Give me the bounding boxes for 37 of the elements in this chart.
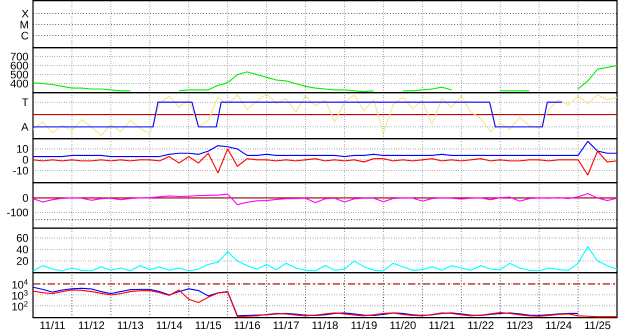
y-tick-label: 0: [22, 156, 28, 164]
x-tick-label: 11/25: [585, 321, 610, 330]
y-tick-label: 0: [22, 194, 28, 202]
y-tick-label: 60: [16, 234, 28, 242]
y-tick-label: 600: [10, 62, 28, 70]
x-tick-label: 11/17: [274, 321, 299, 330]
y-tick-label: 10$^{2}$: [12, 301, 28, 311]
text: T: [22, 98, 28, 106]
y-tick-label: -100: [7, 208, 28, 217]
x-tick-label: 11/23: [507, 321, 532, 330]
x-tick-label: 11/13: [118, 321, 144, 330]
text: M: [20, 21, 28, 29]
line-series: [33, 193, 617, 206]
x-tick-label: 11/15: [196, 321, 222, 330]
x-tick-label: 11/12: [78, 321, 104, 330]
text: X: [22, 10, 29, 18]
x-tick-label: 11/21: [429, 321, 455, 330]
y-tick-label: 500: [10, 70, 28, 79]
x-tick-label: 11/22: [468, 321, 494, 330]
x-tick-label: 11/18: [312, 321, 338, 330]
x-tick-label: 11/20: [390, 321, 416, 330]
y-tick-label: 10: [17, 145, 28, 153]
y-tick-label: -10: [13, 166, 28, 175]
x-tick-label: 11/19: [351, 321, 377, 330]
x-tick-label: 11/14: [156, 321, 182, 330]
y-tick-label: 20: [16, 257, 28, 266]
line-series: [33, 286, 579, 317]
y-tick-label: 400: [10, 80, 28, 88]
y-tick-label: 700: [10, 52, 28, 61]
x-tick-label: 11/24: [546, 321, 572, 330]
text: A: [21, 123, 28, 131]
y-tick-label: 40: [16, 246, 28, 254]
text: C: [21, 32, 28, 40]
x-tick-label: 11/16: [234, 321, 260, 330]
x-tick-label: 11/11: [40, 321, 65, 330]
y-tick-label: 10$^{3}$: [12, 290, 28, 300]
y-tick-label: 10$^{4}$: [12, 279, 28, 289]
